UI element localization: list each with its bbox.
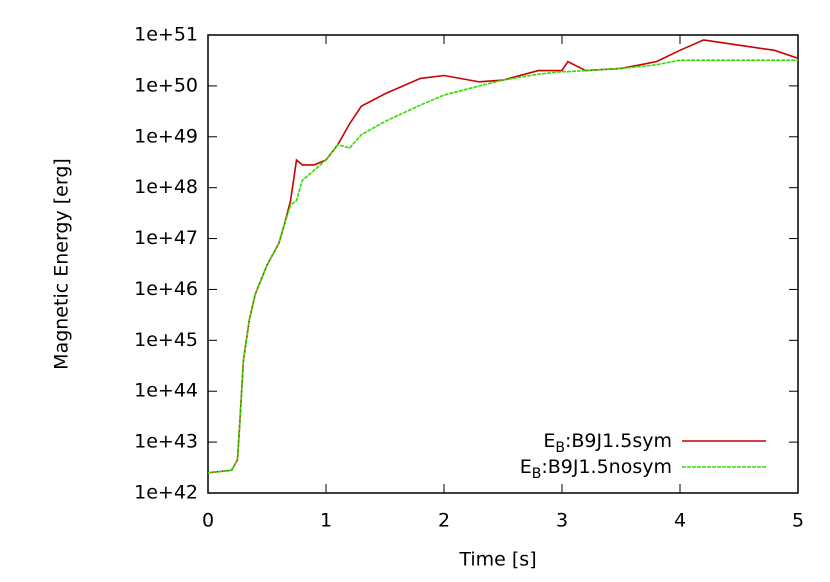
legend-text-part: :B9J1.5nosym <box>541 456 672 478</box>
legend-label: EB:B9J1.5nosym <box>520 456 672 483</box>
x-tick-label: 1 <box>320 510 332 532</box>
legend-text-part: B <box>555 440 565 456</box>
y-tick-label: 1e+45 <box>134 329 198 351</box>
y-tick-label: 1e+44 <box>134 380 198 402</box>
x-tick-label: 0 <box>202 510 214 532</box>
y-axis-label: Magnetic Energy [erg] <box>51 158 73 370</box>
y-tick-label: 1e+51 <box>134 24 198 46</box>
legend-text-part: :B9J1.5sym <box>565 430 672 452</box>
legend-text-part: E <box>543 430 555 452</box>
y-tick-label: 1e+50 <box>134 74 198 96</box>
x-tick-label: 4 <box>674 510 686 532</box>
x-axis-label: Time [s] <box>458 549 536 571</box>
series-line <box>207 59 798 474</box>
plot-frame <box>207 34 799 494</box>
series-line <box>207 39 799 474</box>
y-tick-label: 1e+42 <box>134 482 198 504</box>
legend-label: EB:B9J1.5sym <box>543 430 672 457</box>
x-tick-label: 5 <box>792 510 804 532</box>
legend-text-part: E <box>520 456 532 478</box>
y-tick-label: 1e+43 <box>134 431 198 453</box>
x-tick-label: 2 <box>438 510 450 532</box>
y-tick-label: 1e+46 <box>134 278 198 300</box>
y-tick-label: 1e+48 <box>134 176 198 198</box>
y-tick-label: 1e+47 <box>134 227 198 249</box>
x-tick-label: 3 <box>556 510 568 532</box>
y-tick-label: 1e+49 <box>134 125 198 147</box>
legend-text-part: B <box>532 466 542 482</box>
